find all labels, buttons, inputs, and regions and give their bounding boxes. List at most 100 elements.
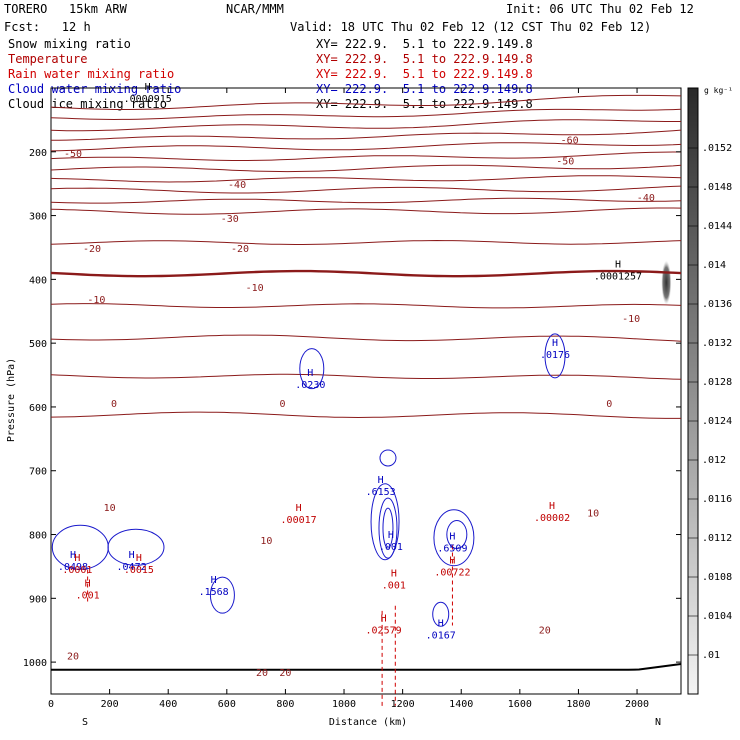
max-value: .1568	[199, 587, 229, 598]
max-marker-h: H	[449, 555, 455, 566]
max-value: .0230	[295, 380, 325, 391]
x-tick-label: 1000	[332, 699, 356, 710]
field-name-cloud-water: Cloud water mixing ratio	[8, 82, 182, 96]
colorbar-label: .0152	[702, 143, 732, 154]
colorbar-label: .014	[702, 260, 726, 271]
x-end-left: S	[82, 717, 88, 728]
isotherm-label: 20	[256, 668, 268, 679]
isotherm-minor	[50, 108, 682, 121]
x-tick-label: 0	[48, 699, 54, 710]
max-marker-h: H	[549, 501, 555, 512]
cloud-water-contour	[446, 520, 468, 550]
x-tick-label: 400	[159, 699, 177, 710]
cloud-water-contour	[370, 483, 400, 561]
max-value: .00722	[434, 567, 470, 578]
colorbar-label: .0108	[702, 572, 732, 583]
header-fcst: Fcst: 12 h	[4, 20, 91, 34]
contour-labels: -60 -50 -50 -40 -40 -30 -20 -20 -10 -10 -10 0 0 0 10 10…	[64, 135, 655, 679]
header-valid: Valid: 18 UTC Thu 02 Feb 12 (12 CST Thu …	[290, 20, 652, 34]
snow-field-blob	[661, 260, 672, 305]
field-xy-temperature: XY= 222.9. 5.1 to 222.9.149.8	[316, 52, 533, 66]
isotherm-label: 10	[104, 503, 116, 514]
isotherm--50	[50, 119, 681, 132]
maxima-labels: H.0001257H.0000915H.0230H.0176H.6153H.00…	[58, 82, 642, 641]
cloud-water-contour	[544, 333, 566, 379]
max-marker-h: H	[615, 259, 621, 270]
field-xy-snow: XY= 222.9. 5.1 to 222.9.149.8	[316, 37, 533, 51]
isotherm-label: -40	[637, 193, 655, 204]
isotherm--20	[50, 185, 682, 194]
field-name-temperature: Temperature	[8, 52, 88, 66]
isotherm-label: -60	[561, 135, 579, 146]
colorbar-label: .0148	[702, 182, 732, 193]
isotherm-label: -20	[231, 244, 249, 255]
surface-line	[51, 663, 682, 671]
x-axis-label: Distance (km)	[329, 717, 407, 728]
x-tick-label: 800	[276, 699, 294, 710]
cloud-water-contour	[107, 528, 165, 566]
colorbar-unit: g kg⁻¹	[704, 86, 733, 95]
isotherm-minor	[50, 151, 681, 161]
y-tick-label: 900	[29, 594, 47, 605]
field-xy-cloud-water: XY= 222.9. 5.1 to 222.9.149.8	[316, 82, 533, 96]
x-tick-label: 600	[218, 699, 236, 710]
colorbar-label: .012	[702, 455, 726, 466]
isotherm-10	[50, 334, 682, 342]
isotherm-label: 0	[279, 399, 285, 410]
colorbar-label: .0128	[702, 377, 732, 388]
max-marker-h: H	[438, 619, 444, 630]
y-tick-label: 1000	[23, 658, 47, 669]
field-name-cloud-ice: Cloud ice mixing ratio	[8, 97, 167, 111]
max-marker-h: H	[552, 338, 558, 349]
x-tick-label: 2000	[625, 699, 649, 710]
header-model: TORERO 15km ARW	[4, 2, 127, 16]
cloud-water-contour	[378, 497, 398, 559]
isotherm-label: -10	[622, 314, 640, 325]
max-value: .0167	[426, 631, 456, 642]
max-value: .0498	[58, 562, 88, 573]
snow-field	[661, 260, 672, 305]
colorbar-label: .0136	[702, 299, 732, 310]
isotherm-label: -10	[87, 295, 105, 306]
isotherm-minor	[50, 373, 682, 380]
max-value: .00017	[281, 515, 317, 526]
colorbar: g kg⁻¹ .0152 .0148 .0144 .014 .0136 .0132 .012…	[687, 86, 733, 695]
isotherm-label: -20	[83, 244, 101, 255]
header-init: Init: 06 UTC Thu 02 Feb 12	[506, 2, 694, 16]
cloud-water-contour	[433, 509, 475, 567]
y-tick-label: 500	[29, 339, 47, 350]
y-tick-label: 800	[29, 531, 47, 542]
isotherm-minor	[50, 175, 682, 183]
max-marker-h: H	[388, 530, 394, 541]
max-value: .0472	[117, 562, 147, 573]
isotherm--30	[50, 164, 682, 173]
max-value: .001	[76, 590, 100, 601]
isotherm-label: 20	[67, 652, 79, 663]
max-value: .0176	[540, 350, 570, 361]
cloud-water-contour	[382, 507, 394, 549]
plot-frame	[50, 87, 682, 695]
cloud-water-contour	[379, 449, 397, 467]
colorbar-label: .0112	[702, 533, 732, 544]
max-value: .00002	[534, 513, 570, 524]
isotherm-label: 0	[111, 399, 117, 410]
y-tick-label: 700	[29, 467, 47, 478]
x-tick-label: 1800	[566, 699, 590, 710]
field-xy-rain: XY= 222.9. 5.1 to 222.9.149.8	[316, 67, 533, 81]
x-tick-label: 1200	[391, 699, 415, 710]
y-axis-label: Pressure (hPa)	[6, 358, 17, 442]
colorbar-bar	[687, 87, 699, 695]
isotherm-20	[50, 411, 681, 419]
isotherm-minor	[50, 197, 682, 204]
x-tick-label: 1600	[508, 699, 532, 710]
max-marker-h: H	[70, 550, 76, 561]
isotherm-0	[50, 269, 682, 278]
max-marker-h: H	[211, 575, 217, 586]
axes: Pressure (hPa) Distance (km) S N 0 200 400…	[6, 88, 681, 728]
plot-border	[50, 87, 682, 695]
isotherm-minor	[50, 303, 682, 309]
max-value: .001	[382, 581, 406, 592]
max-marker-h: H	[449, 532, 455, 543]
x-tick-label: 200	[101, 699, 119, 710]
